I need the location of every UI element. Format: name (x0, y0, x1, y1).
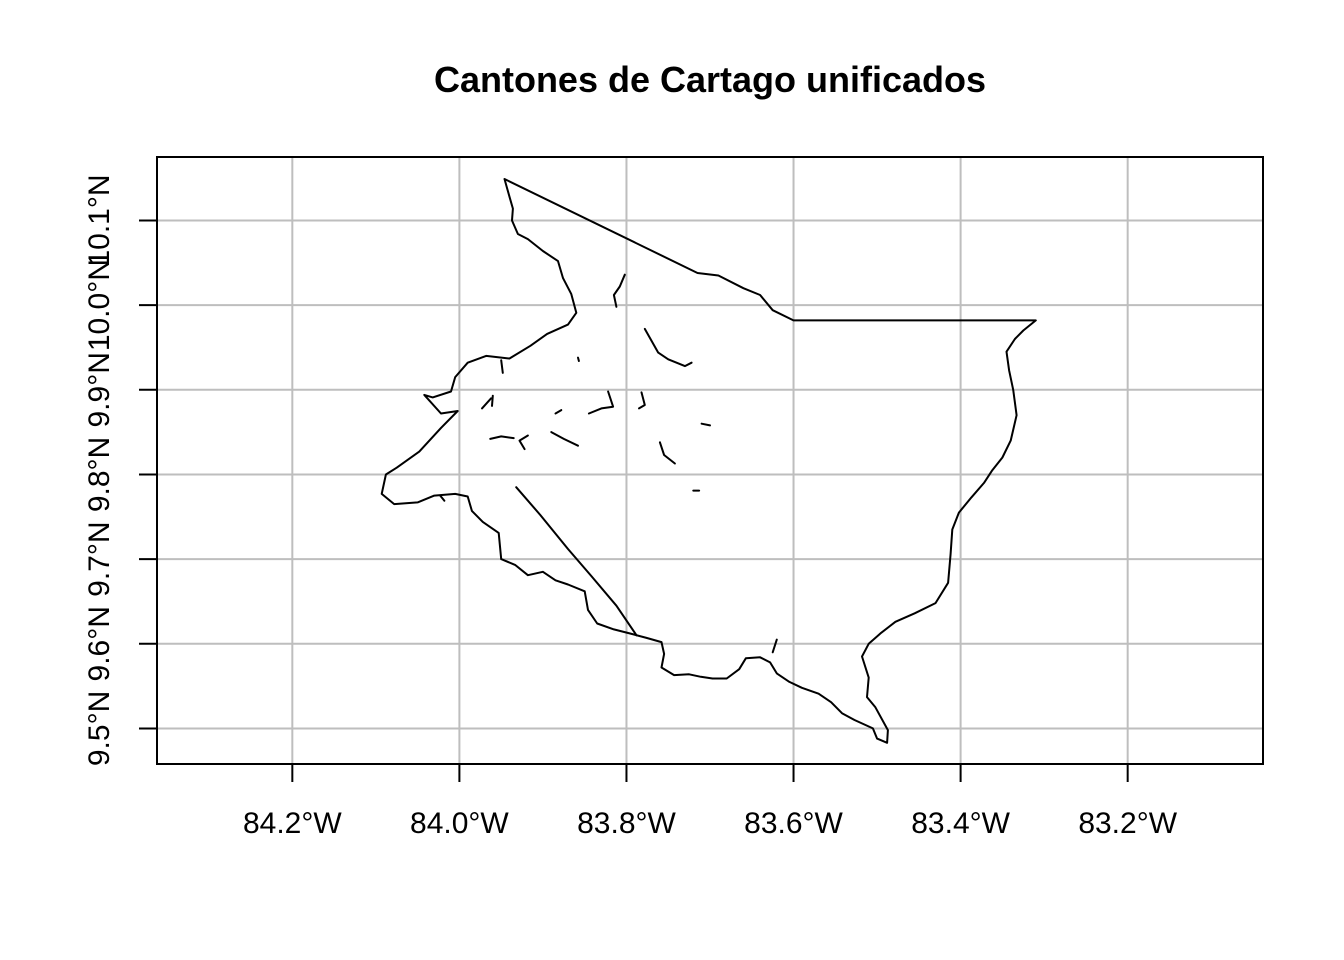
inner-boundary-fragment-7 (658, 441, 676, 465)
inner-boundary-fragment-10 (518, 434, 529, 451)
inner-boundary-fragment-14 (439, 494, 446, 502)
x-tick-label-1: 84.0°W (410, 807, 509, 840)
inner-boundary-fragment-6 (638, 391, 646, 410)
y-tick-label-3: 9.8°N (83, 437, 116, 512)
y-axis: 9.5°N 9.6°N 9.7°N 9.8°N 9.9°N10.0°N10.1°N (83, 174, 157, 766)
inner-boundary-fragment-17 (491, 394, 494, 407)
inner-boundary-fragment-3 (489, 435, 515, 440)
x-tick-label-4: 83.4°W (911, 807, 1010, 840)
cartago-boundary (380, 178, 1037, 744)
inner-boundary-fragment-12 (554, 409, 563, 415)
inner-boundary-fragment-4 (587, 390, 615, 415)
map-features (380, 178, 1037, 744)
y-tick-label-1: 9.6°N (83, 606, 116, 681)
plot-title: Cantones de Cartago unificados (434, 59, 986, 100)
x-tick-label-3: 83.6°W (744, 807, 843, 840)
graticule (157, 157, 1263, 764)
inner-boundary-fragment-8 (700, 422, 711, 427)
inner-boundary-fragment-5 (550, 431, 579, 447)
inner-boundary-fragment-9 (771, 638, 778, 654)
inner-boundary-fragment-0 (515, 486, 638, 637)
inner-boundary-fragment-16 (500, 359, 504, 374)
x-tick-label-2: 83.8°W (577, 807, 676, 840)
inner-boundary-fragment-11 (481, 397, 493, 410)
inner-boundary-fragment-13 (577, 356, 580, 362)
inner-boundary-fragment-2 (643, 327, 693, 368)
y-tick-label-5: 10.0°N (83, 259, 116, 351)
y-tick-label-0: 9.5°N (83, 691, 116, 766)
plot-frame (156, 156, 1264, 765)
x-axis: 84.2°W 84.0°W 83.8°W 83.6°W 83.4°W 83.2°W (243, 764, 1178, 840)
y-tick-label-4: 9.9°N (83, 352, 116, 427)
y-tick-label-2: 9.7°N (83, 521, 116, 596)
x-tick-label-0: 84.2°W (243, 807, 342, 840)
x-tick-label-5: 83.2°W (1078, 807, 1177, 840)
inner-boundary-fragment-1 (612, 273, 626, 308)
y-tick-label-6: 10.1°N (83, 174, 116, 266)
